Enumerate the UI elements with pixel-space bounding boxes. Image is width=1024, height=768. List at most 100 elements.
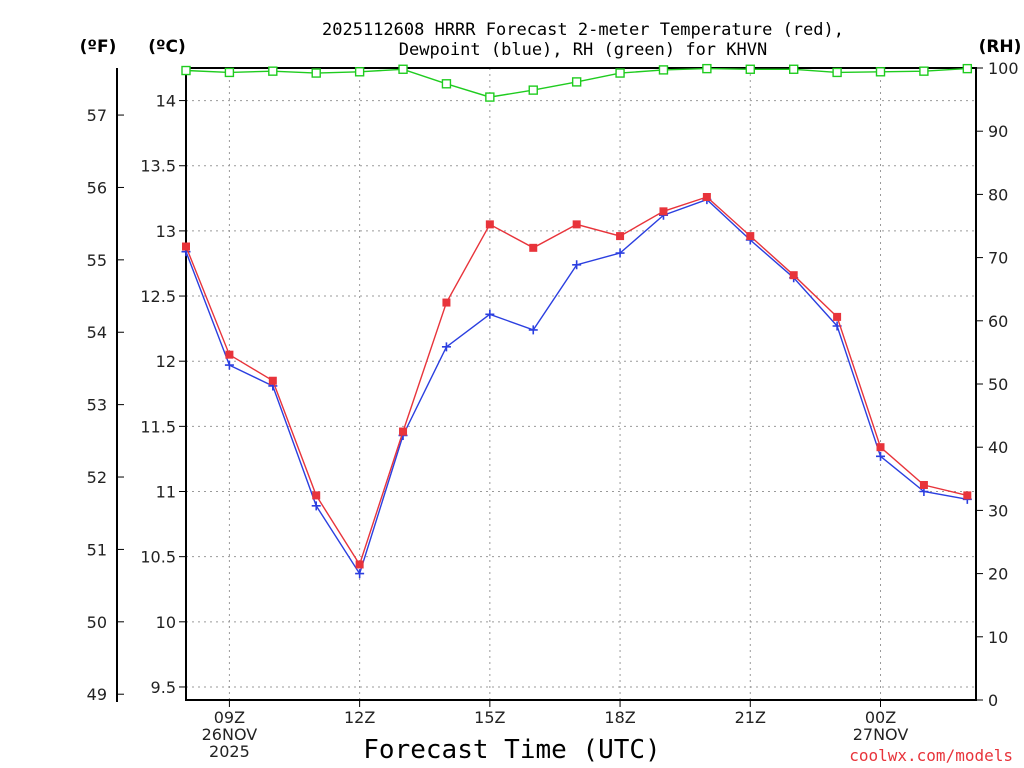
credit-text: coolwx.com/models xyxy=(849,746,1013,765)
temperature-point xyxy=(399,427,408,436)
temperature-point xyxy=(919,480,928,489)
temperature-point xyxy=(268,376,277,385)
celsius-tick-label: 12 xyxy=(156,352,176,371)
rh-tick-label: 10 xyxy=(988,628,1008,647)
temperature-point xyxy=(529,243,538,252)
rh-tick-label: 40 xyxy=(988,438,1008,457)
celsius-axis: 9.5 10 10.5 11 11.5 12 12.5 13 13.5 14 xyxy=(140,92,186,697)
rh-point xyxy=(745,64,755,74)
celsius-tick-label: 11.5 xyxy=(140,417,176,436)
rh-tick-label: 60 xyxy=(988,312,1008,331)
rh-tick-label: 100 xyxy=(988,59,1019,78)
temperature-point xyxy=(182,242,190,251)
fahrenheit-axis: 49 50 51 52 53 54 55 56 57 xyxy=(87,106,124,704)
temperature-point xyxy=(442,298,451,307)
temperature-point xyxy=(616,232,625,241)
dewpoint-point xyxy=(485,309,495,319)
dewpoint-point xyxy=(876,451,886,461)
dewpoint-point xyxy=(224,360,234,370)
rh-point xyxy=(354,67,365,77)
dewpoint-point xyxy=(311,501,321,511)
rh-tick-label: 70 xyxy=(988,249,1008,268)
time-tick-label: 09Z xyxy=(214,708,245,727)
temperature-line xyxy=(185,196,968,567)
celsius-tick-label: 13 xyxy=(156,222,176,241)
rh-axis: 0 10 20 30 40 50 60 70 80 90 100 xyxy=(976,59,1019,710)
rh-point xyxy=(398,64,408,74)
rh-point xyxy=(919,66,929,76)
temperature-point xyxy=(963,491,972,500)
rh-tick-label: 50 xyxy=(988,375,1008,394)
rh-point xyxy=(311,68,321,78)
fahrenheit-tick-label: 49 xyxy=(87,685,107,704)
celsius-tick-label: 14 xyxy=(156,92,176,111)
temperature-point xyxy=(746,232,755,241)
celsius-tick-label: 10.5 xyxy=(140,548,176,567)
fahrenheit-tick-label: 52 xyxy=(87,468,107,487)
fahrenheit-tick-label: 50 xyxy=(87,613,107,632)
time-tick-label: 26NOV xyxy=(202,725,258,744)
rh-point xyxy=(658,65,669,75)
temperature-point xyxy=(876,443,885,452)
temperature-point xyxy=(312,491,321,500)
fahrenheit-tick-label: 54 xyxy=(87,323,107,342)
plot-frame xyxy=(185,67,977,701)
fahrenheit-tick-label: 55 xyxy=(87,251,107,270)
x-axis-title: Forecast Time (UTC) xyxy=(363,735,660,765)
rh-tick-label: 0 xyxy=(988,691,998,710)
rh-point xyxy=(962,63,973,74)
series-layer xyxy=(181,63,973,579)
dewpoint-point xyxy=(528,325,538,335)
temperature-point xyxy=(659,207,668,216)
temperature-point xyxy=(485,220,494,229)
fahrenheit-tick-label: 53 xyxy=(87,396,107,415)
rh-point xyxy=(485,92,495,102)
rh-point xyxy=(571,77,582,87)
temperature-point xyxy=(572,220,581,229)
dewpoint-point xyxy=(572,260,582,270)
celsius-tick-label: 9.5 xyxy=(151,678,176,697)
temperature-point xyxy=(833,312,842,321)
rh-point xyxy=(528,85,538,95)
dewpoint-point xyxy=(441,342,451,352)
grid-lines xyxy=(186,68,976,700)
fahrenheit-unit-label: (ºF) xyxy=(80,37,117,57)
temperature-point xyxy=(789,271,798,280)
rh-point xyxy=(441,79,452,89)
rh-point xyxy=(268,66,278,76)
celsius-tick-label: 12.5 xyxy=(140,287,176,306)
time-tick-label: 12Z xyxy=(344,708,375,727)
chart-title-line2: Dewpoint (blue), RH (green) for KHVN xyxy=(399,40,767,60)
rh-tick-label: 20 xyxy=(988,565,1008,584)
dewpoint-point xyxy=(615,248,625,258)
rh-point xyxy=(702,63,712,74)
rh-tick-label: 90 xyxy=(988,122,1008,141)
fahrenheit-tick-label: 51 xyxy=(87,540,107,559)
rh-point xyxy=(875,67,886,77)
time-tick-label: 00Z xyxy=(865,708,896,727)
rh-point xyxy=(181,65,191,76)
time-tick-label: 18Z xyxy=(604,708,635,727)
rh-point xyxy=(224,67,235,78)
rh-point xyxy=(615,68,625,78)
time-tick-label: 27NOV xyxy=(853,725,909,744)
time-tick-label: 15Z xyxy=(474,708,505,727)
rh-tick-label: 30 xyxy=(988,501,1008,520)
rh-point xyxy=(788,64,799,74)
rh-tick-label: 80 xyxy=(988,185,1008,204)
time-tick-label: 2025 xyxy=(209,742,250,761)
temperature-point xyxy=(225,350,234,359)
rh-unit-label: (RH) xyxy=(979,37,1022,57)
fahrenheit-tick-label: 57 xyxy=(87,106,107,125)
dewpoint-line xyxy=(185,198,968,576)
chart-title-line1: 2025112608 HRRR Forecast 2-meter Tempera… xyxy=(322,20,844,40)
fahrenheit-tick-label: 56 xyxy=(87,178,107,197)
temperature-point xyxy=(355,560,364,569)
celsius-tick-label: 11 xyxy=(156,483,176,502)
time-tick-label: 21Z xyxy=(735,708,766,727)
rh-point xyxy=(832,67,842,78)
celsius-tick-label: 10 xyxy=(156,613,176,632)
celsius-tick-label: 13.5 xyxy=(140,157,176,176)
